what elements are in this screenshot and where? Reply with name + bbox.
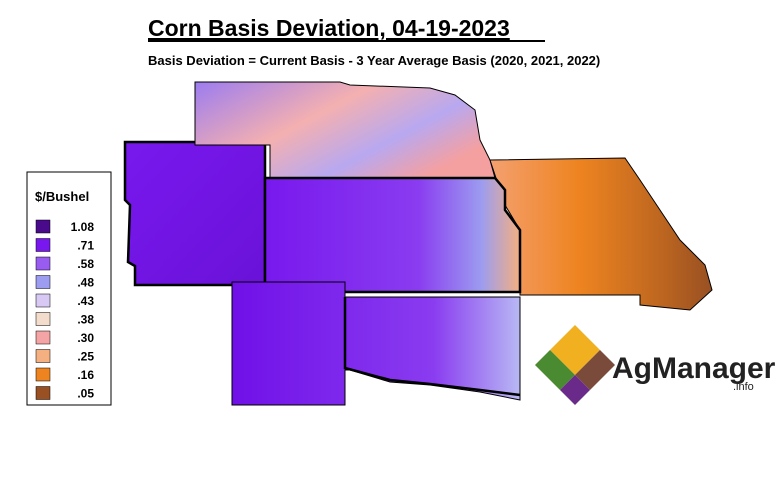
title: Corn Basis Deviation, 04-19-2023 [148, 15, 510, 41]
state-oklahoma [231, 281, 521, 406]
legend-title: $/Bushel [35, 189, 89, 204]
legend-swatch [35, 349, 51, 363]
legend-label: 1.08 [71, 220, 95, 234]
legend-swatch [35, 275, 51, 289]
legend-label: .16 [77, 368, 94, 382]
legend-label: .25 [77, 350, 94, 364]
river-border [343, 297, 521, 397]
legend-swatch [35, 386, 51, 400]
state-missouri [489, 157, 713, 311]
legend-label: .30 [77, 331, 94, 345]
legend-swatch [35, 238, 51, 252]
legend-swatch [35, 219, 51, 234]
logo-suffix: .info [733, 381, 754, 393]
legend: $/Bushel 1.08 .71 .58 .48 .43 .38 .30 .25 .16 .05 [26, 171, 112, 406]
legend-label: .43 [77, 294, 94, 308]
logo: AgManager .info [535, 325, 776, 405]
legend-label: .71 [77, 239, 94, 253]
legend-label: .48 [77, 276, 94, 290]
legend-label: .38 [77, 313, 94, 327]
map [123, 81, 713, 406]
logo-left [535, 350, 575, 390]
legend-swatch [35, 330, 51, 345]
state-colorado [123, 140, 267, 287]
legend-swatch [35, 293, 51, 308]
state-nebraska [194, 81, 496, 179]
legend-swatch [35, 367, 51, 382]
logo-bottom [560, 375, 590, 405]
legend-label: .05 [77, 387, 94, 401]
legend-swatch [35, 256, 51, 271]
logo-name: AgManager [612, 352, 776, 385]
legend-label: .58 [77, 257, 94, 271]
state-kansas [263, 176, 522, 294]
subtitle: Basis Deviation = Current Basis - 3 Year… [148, 53, 600, 68]
logo-right [575, 350, 615, 390]
legend-swatch [35, 312, 51, 326]
